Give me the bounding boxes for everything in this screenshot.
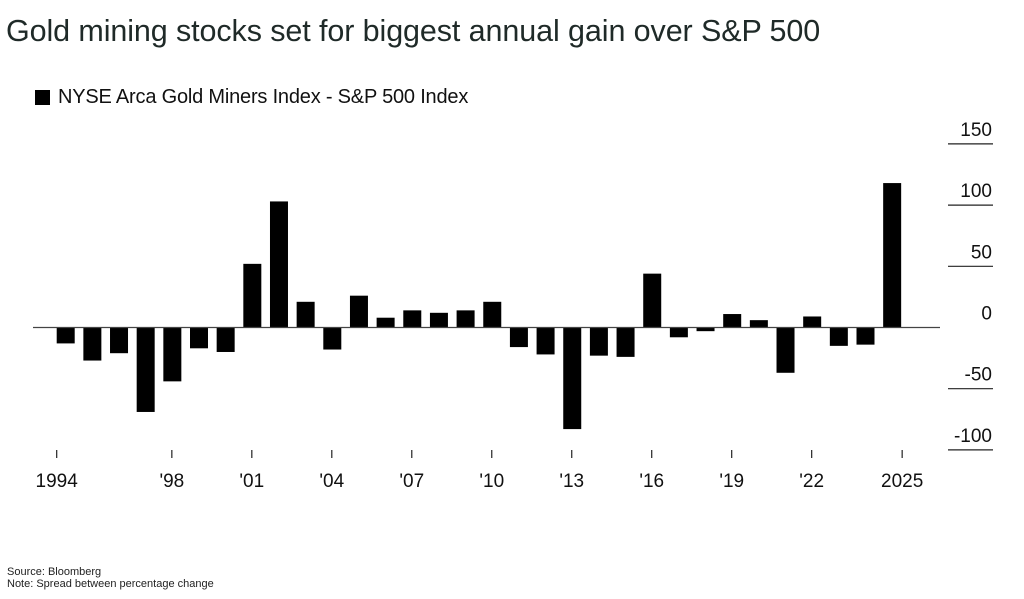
x-tick-label: '16 — [639, 471, 664, 492]
y-tick-label: 0 — [981, 304, 992, 325]
bar-2001 — [243, 263, 262, 328]
bar-2006 — [376, 317, 395, 328]
bar-2018 — [696, 327, 715, 332]
y-tick-label: 50 — [971, 242, 992, 263]
bars-group — [56, 183, 902, 430]
x-tick-label: '01 — [239, 471, 264, 492]
bar-2021 — [776, 327, 795, 373]
bar-2007 — [403, 310, 422, 328]
bar-2014 — [589, 327, 608, 356]
footer: Source: Bloomberg Note: Spread between p… — [7, 566, 214, 590]
bar-2013 — [563, 327, 582, 430]
chart-title: Gold mining stocks set for biggest annua… — [6, 14, 821, 48]
y-tick-label: 150 — [960, 120, 992, 141]
bar-2010 — [483, 301, 502, 328]
bar-2023 — [829, 327, 848, 346]
x-tick-label: '10 — [479, 471, 504, 492]
x-tick-label: '22 — [799, 471, 824, 492]
x-axis: 1994 '98 '01 '04 '07 '10 '13 '16 '19 '22 2025 — [36, 450, 923, 492]
bar-2004 — [323, 327, 342, 350]
x-tick-label: '04 — [319, 471, 344, 492]
bar-2016 — [643, 273, 662, 328]
x-tick-label: '98 — [159, 471, 184, 492]
x-tick-label: 1994 — [36, 471, 79, 492]
bar-2000 — [216, 327, 235, 352]
bar-2025 — [883, 183, 902, 328]
bar-2003 — [296, 301, 315, 328]
y-tick-label: -50 — [965, 365, 992, 386]
spread-note: Note: Spread between percentage change — [7, 578, 214, 590]
bar-1995 — [83, 327, 102, 361]
legend-label: NYSE Arca Gold Miners Index - S&P 500 In… — [58, 86, 469, 108]
x-tick-label: 2025 — [881, 471, 923, 492]
bar-2009 — [456, 310, 475, 328]
bar-2005 — [349, 295, 368, 328]
bar-2024 — [856, 327, 875, 345]
bar-2019 — [723, 314, 742, 328]
bar-1998 — [163, 327, 182, 382]
bar-2011 — [509, 327, 528, 348]
bar-1996 — [110, 327, 129, 354]
x-tick-label: '19 — [719, 471, 744, 492]
bar-2008 — [429, 312, 448, 328]
x-tick-label: '07 — [399, 471, 424, 492]
legend: NYSE Arca Gold Miners Index - S&P 500 In… — [35, 86, 468, 109]
bar-2012 — [536, 327, 555, 355]
bar-2015 — [616, 327, 635, 357]
bar-2017 — [669, 327, 688, 338]
y-tick-label: -100 — [954, 426, 992, 447]
bar-1997 — [136, 327, 155, 412]
bar-1999 — [190, 327, 208, 349]
bar-2020 — [749, 320, 768, 328]
bar-2022 — [803, 316, 822, 328]
bar-1994 — [56, 327, 75, 344]
y-tick-label: 100 — [960, 181, 992, 202]
source-note: Source: Bloomberg — [7, 566, 102, 578]
legend-swatch — [35, 90, 50, 105]
bar-2002 — [269, 201, 288, 328]
x-tick-label: '13 — [559, 471, 584, 492]
y-axis: 150 100 50 0 -50 -100 — [948, 120, 993, 451]
